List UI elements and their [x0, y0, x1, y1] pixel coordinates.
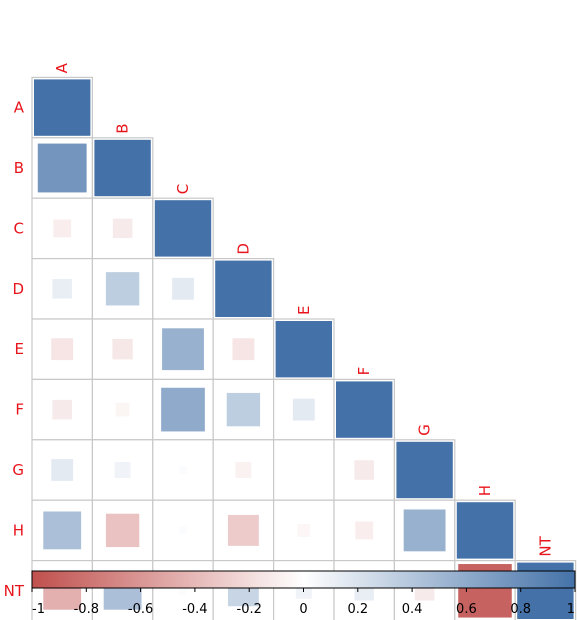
row-label-B: B: [14, 159, 24, 177]
square-H-D: [227, 514, 259, 546]
square-G-G: [396, 441, 453, 499]
square-H-H: [456, 502, 514, 559]
square-E-E: [275, 321, 332, 378]
square-F-C: [161, 387, 205, 432]
cell-D-B: [91, 258, 154, 320]
square-F-A: [52, 399, 72, 420]
square-F-B: [115, 402, 130, 417]
column-label-D: D: [234, 243, 252, 255]
square-D-A: [52, 279, 72, 299]
square-G-F: [354, 460, 374, 480]
square-H-C: [179, 526, 187, 535]
colorbar-tick-label: 0.8: [510, 602, 531, 617]
column-label-C: C: [174, 184, 192, 194]
cell-E-D: [212, 318, 275, 381]
column-label-B: B: [114, 124, 132, 134]
square-G-C: [179, 466, 187, 474]
colorbar-tick-label: -0.2: [237, 602, 262, 617]
cell-G-A: [31, 439, 94, 501]
column-label-E: E: [295, 306, 313, 315]
square-E-C: [162, 328, 204, 371]
row-label-A: A: [14, 99, 25, 117]
colorbar-tick-label: 1: [567, 602, 575, 617]
column-label-F: F: [355, 367, 373, 376]
colorbar-tick-label: 0: [299, 602, 307, 617]
column-labels: A B C D E F G H NT: [53, 62, 554, 556]
square-G-A: [51, 459, 74, 481]
row-labels: A B C D E F G H NT: [4, 99, 25, 600]
square-G-D: [235, 462, 252, 478]
square-F-D: [226, 392, 261, 427]
cell-G-E: [273, 439, 335, 501]
colorbar-tick-label: -0.4: [182, 602, 207, 617]
square-E-A: [51, 338, 74, 361]
colorbar: -1 -0.8 -0.6 -0.4 -0.2 0 0.2 0.4 0.6 0.8 1: [31, 570, 576, 617]
square-H-G: [403, 509, 446, 552]
column-label-H: H: [476, 485, 494, 496]
colorbar-tick-label: 0.2: [347, 602, 368, 617]
heatmap-cells: [31, 76, 577, 620]
colorbar-tick-label: 0.4: [402, 602, 423, 617]
square-F-F: [336, 381, 393, 438]
colorbar-gradient: [31, 570, 576, 589]
square-A-A: [34, 79, 91, 136]
square-C-A: [53, 219, 72, 238]
row-label-E: E: [15, 340, 24, 358]
colorbar-ticks: -1 -0.8 -0.6 -0.4 -0.2 0 0.2 0.4 0.6 0.8 1: [31, 588, 576, 617]
square-H-A: [43, 511, 82, 550]
square-B-B: [94, 139, 151, 197]
colorbar-tick-label: 0.6: [456, 602, 477, 617]
row-label-G: G: [12, 461, 24, 479]
column-label-NT: NT: [536, 535, 554, 556]
square-NT-C: [179, 586, 187, 595]
square-E-B: [112, 339, 133, 360]
column-label-G: G: [416, 424, 434, 436]
square-B-A: [37, 143, 87, 193]
colorbar-tick-label: -1: [32, 602, 45, 617]
row-label-F: F: [15, 401, 24, 419]
square-C-B: [112, 218, 133, 239]
row-label-D: D: [12, 280, 24, 298]
row-label-NT: NT: [4, 582, 25, 600]
colorbar-tick-label: -0.8: [74, 602, 99, 617]
square-D-B: [105, 272, 140, 306]
colorbar-tick-label: -0.6: [128, 602, 153, 617]
column-label-A: A: [53, 62, 71, 73]
square-D-D: [215, 260, 272, 317]
square-D-C: [172, 277, 194, 300]
square-C-C: [154, 200, 212, 257]
square-H-E: [297, 524, 311, 537]
square-E-D: [232, 338, 255, 361]
square-H-F: [355, 521, 374, 540]
square-G-B: [114, 462, 131, 478]
square-F-E: [292, 398, 315, 421]
square-H-B: [105, 513, 140, 548]
row-label-H: H: [13, 521, 24, 539]
row-label-C: C: [14, 219, 24, 237]
